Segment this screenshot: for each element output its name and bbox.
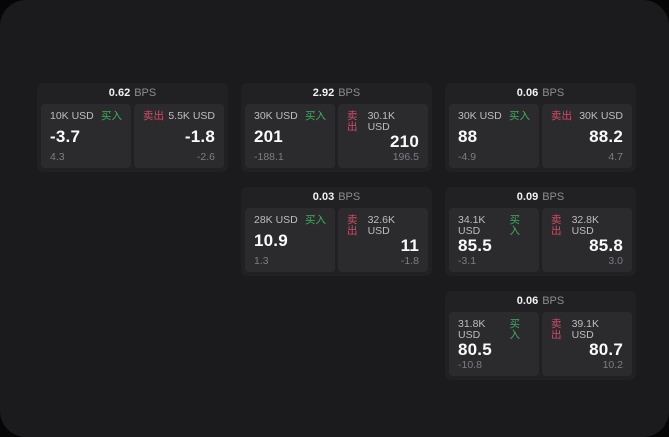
sell-amount: 32.8K USD <box>571 214 600 237</box>
quote-card-6: 0.06 BPS 31.8K USD 买入 80.5 -10.8 卖出 39.1… <box>445 291 636 380</box>
card-header: 2.92 BPS <box>241 83 432 104</box>
buy-label: 买入 <box>305 214 326 226</box>
buy-panel[interactable]: 31.8K USD 买入 80.5 -10.8 <box>449 312 539 376</box>
bps-label: BPS <box>542 191 565 203</box>
buy-label: 买入 <box>509 110 530 122</box>
bps-label: BPS <box>542 295 565 307</box>
buy-label: 买入 <box>305 110 326 122</box>
sell-amount: 30K USD <box>579 110 623 122</box>
sell-price: -1.8 <box>184 127 215 146</box>
card-body: 31.8K USD 买入 80.5 -10.8 卖出 39.1K USD 80.… <box>445 312 636 380</box>
bps-label: BPS <box>134 87 157 99</box>
sell-delta: 4.7 <box>608 150 623 163</box>
buy-delta: -10.8 <box>458 358 482 371</box>
bps-value: 0.03 <box>312 191 335 203</box>
sell-label: 卖出 <box>143 110 164 122</box>
sell-label: 卖出 <box>551 214 562 237</box>
card-header: 0.03 BPS <box>241 187 432 208</box>
sell-label: 卖出 <box>551 110 572 122</box>
buy-label: 买入 <box>509 318 520 341</box>
sell-amount: 30.1K USD <box>367 110 396 133</box>
card-header: 0.06 BPS <box>445 83 636 104</box>
buy-amount: 30K USD <box>458 110 502 122</box>
buy-price: 201 <box>254 127 283 146</box>
card-body: 28K USD 买入 10.9 1.3 卖出 32.6K USD 11 -1.8 <box>241 208 432 276</box>
buy-delta: 1.3 <box>254 254 269 267</box>
sell-price: 11 <box>400 236 419 256</box>
sell-panel[interactable]: 卖出 30K USD 88.2 4.7 <box>542 104 632 168</box>
buy-panel[interactable]: 10K USD 买入 -3.7 4.3 <box>41 104 131 168</box>
buy-price: -3.7 <box>50 127 81 146</box>
bps-label: BPS <box>338 191 361 203</box>
bps-label: BPS <box>338 87 361 99</box>
quote-card-1: 0.62 BPS 10K USD 买入 -3.7 4.3 卖出 5.5K USD <box>37 83 228 172</box>
bps-value: 2.92 <box>312 87 335 99</box>
sell-panel[interactable]: 卖出 32.8K USD 85.8 3.0 <box>542 208 632 272</box>
sell-amount: 39.1K USD <box>571 318 600 341</box>
buy-price: 80.5 <box>458 340 492 360</box>
buy-delta: 4.3 <box>50 150 65 163</box>
card-header: 0.09 BPS <box>445 187 636 208</box>
buy-amount: 28K USD <box>254 214 298 226</box>
buy-label: 买入 <box>509 214 520 237</box>
sell-price: 80.7 <box>589 340 623 360</box>
sell-label: 卖出 <box>347 214 358 237</box>
buy-panel[interactable]: 30K USD 买入 88 -4.9 <box>449 104 539 168</box>
buy-delta: -3.1 <box>458 254 477 267</box>
quote-card-3: 0.06 BPS 30K USD 买入 88 -4.9 卖出 30K USD <box>445 83 636 172</box>
sell-delta: 10.2 <box>602 358 623 371</box>
quote-card-grid: 0.62 BPS 10K USD 买入 -3.7 4.3 卖出 5.5K USD <box>37 83 636 380</box>
buy-panel[interactable]: 34.1K USD 买入 85.5 -3.1 <box>449 208 539 272</box>
buy-panel[interactable]: 30K USD 买入 201 -188.1 <box>245 104 335 168</box>
sell-price: 210 <box>390 132 419 152</box>
sell-panel[interactable]: 卖出 39.1K USD 80.7 10.2 <box>542 312 632 376</box>
sell-delta: 3.0 <box>608 254 623 267</box>
sell-amount: 32.6K USD <box>367 214 396 237</box>
sell-delta: 196.5 <box>392 150 419 163</box>
buy-delta: -4.9 <box>458 150 477 163</box>
sell-amount: 5.5K USD <box>168 110 215 122</box>
buy-price: 10.9 <box>254 231 288 250</box>
card-body: 10K USD 买入 -3.7 4.3 卖出 5.5K USD -1.8 -2.… <box>37 104 228 172</box>
quote-card-2: 2.92 BPS 30K USD 买入 201 -188.1 卖出 30.1K … <box>241 83 432 172</box>
card-body: 30K USD 买入 88 -4.9 卖出 30K USD 88.2 4.7 <box>445 104 636 172</box>
sell-label: 卖出 <box>551 318 562 341</box>
sell-delta: -1.8 <box>400 254 419 267</box>
bps-value: 0.62 <box>108 87 131 99</box>
sell-panel[interactable]: 卖出 5.5K USD -1.8 -2.6 <box>134 104 224 168</box>
sell-price: 88.2 <box>589 127 623 146</box>
buy-amount: 10K USD <box>50 110 94 122</box>
sell-panel[interactable]: 卖出 30.1K USD 210 196.5 <box>338 104 428 168</box>
sell-price: 85.8 <box>589 236 623 256</box>
buy-price: 88 <box>458 127 478 146</box>
buy-price: 85.5 <box>458 236 492 256</box>
card-body: 34.1K USD 买入 85.5 -3.1 卖出 32.8K USD 85.8… <box>445 208 636 276</box>
buy-label: 买入 <box>101 110 122 122</box>
bps-value: 0.06 <box>516 295 539 307</box>
card-header: 0.62 BPS <box>37 83 228 104</box>
sell-label: 卖出 <box>347 110 358 133</box>
quote-card-4: 0.03 BPS 28K USD 买入 10.9 1.3 卖出 32.6K US… <box>241 187 432 276</box>
buy-amount: 31.8K USD <box>458 318 486 341</box>
card-header: 0.06 BPS <box>445 291 636 312</box>
buy-amount: 34.1K USD <box>458 214 486 237</box>
quote-card-5: 0.09 BPS 34.1K USD 买入 85.5 -3.1 卖出 32.8K… <box>445 187 636 276</box>
sell-panel[interactable]: 卖出 32.6K USD 11 -1.8 <box>338 208 428 272</box>
buy-delta: -188.1 <box>254 150 284 163</box>
buy-amount: 30K USD <box>254 110 298 122</box>
bps-label: BPS <box>542 87 565 99</box>
sell-delta: -2.6 <box>196 150 215 163</box>
bps-value: 0.06 <box>516 87 539 99</box>
buy-panel[interactable]: 28K USD 买入 10.9 1.3 <box>245 208 335 272</box>
bps-value: 0.09 <box>516 191 539 203</box>
card-body: 30K USD 买入 201 -188.1 卖出 30.1K USD 210 1… <box>241 104 432 172</box>
